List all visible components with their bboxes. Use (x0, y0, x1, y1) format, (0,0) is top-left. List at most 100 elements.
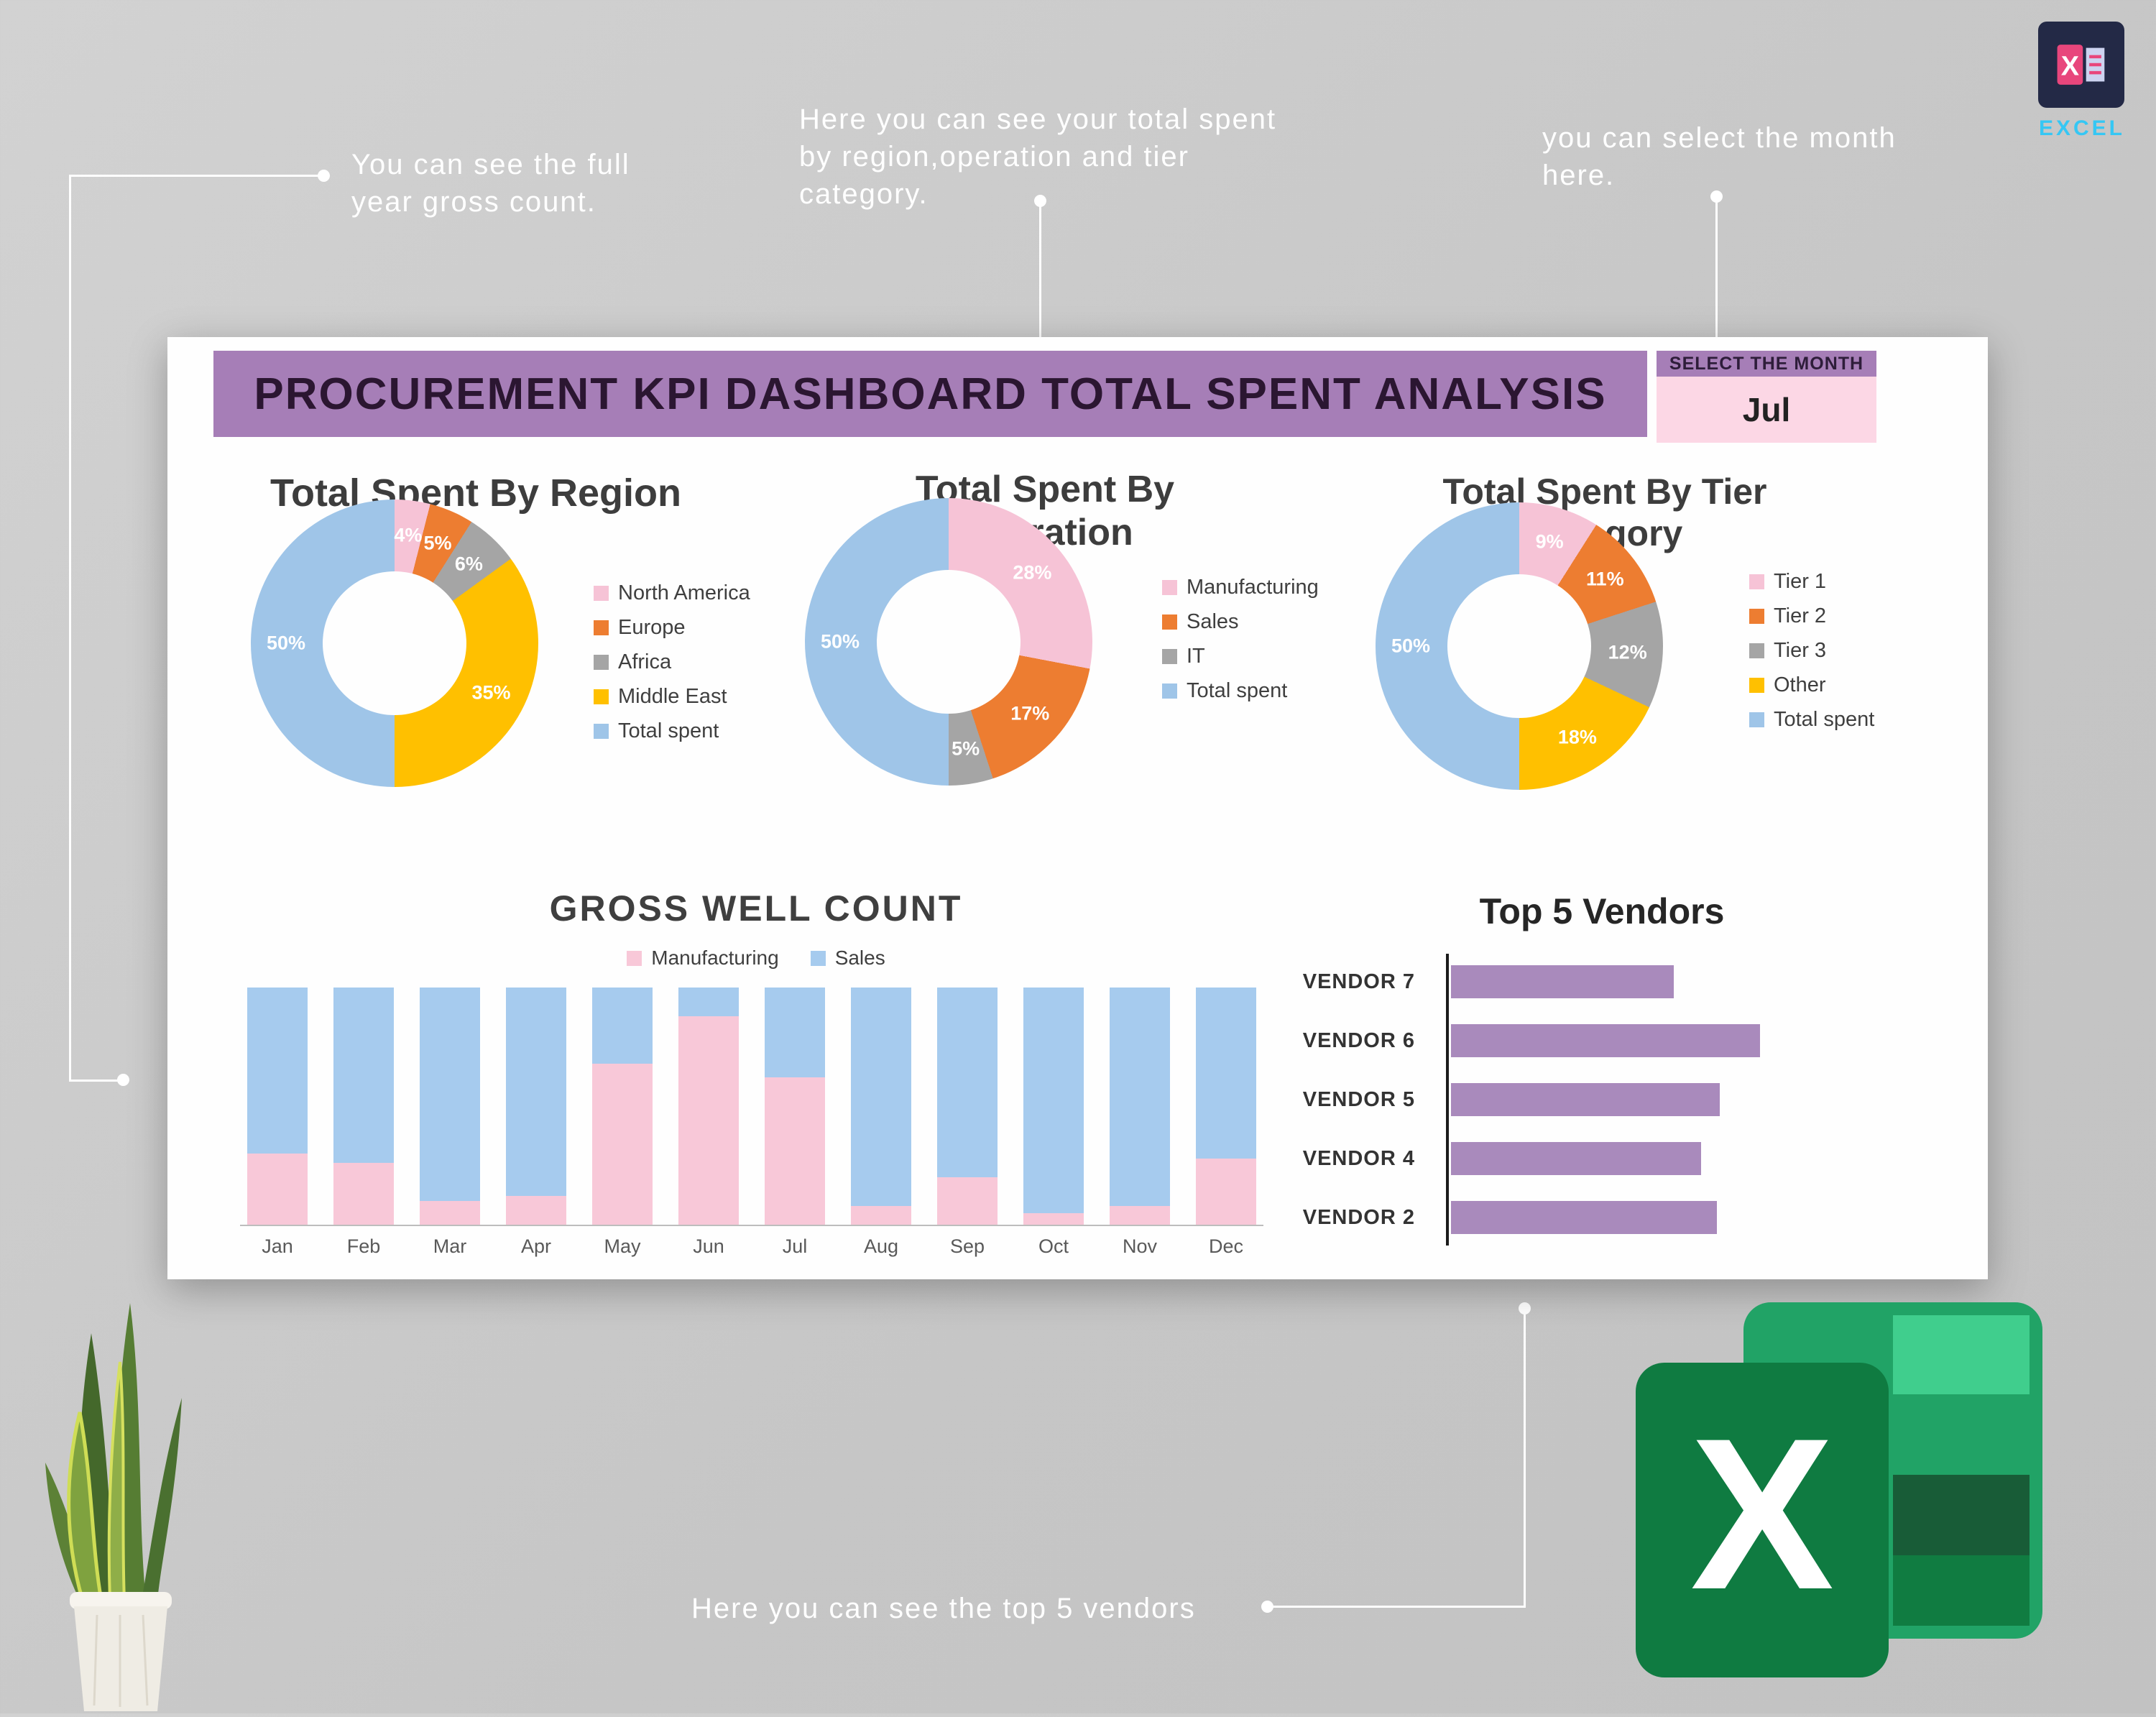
month-selector: SELECT THE MONTH Jul (1657, 351, 1876, 443)
donut-percent-label: 50% (266, 632, 306, 654)
bar-column (851, 988, 911, 1225)
bar-column (1110, 988, 1170, 1225)
bar-segment-manufacturing (592, 1063, 653, 1225)
legend-swatch (1749, 609, 1764, 624)
legend-label: Total spent (1187, 679, 1288, 702)
annotation-vendors: Here you can see the top 5 vendors (691, 1590, 1196, 1627)
excel-icon: X (2038, 22, 2124, 108)
donut-chart-tier: 9% 11% 12% 18% 50% (1376, 502, 1663, 790)
bar-segment-sales (333, 988, 394, 1164)
legend-item: Sales (1162, 610, 1319, 634)
legend-label: Tier 1 (1774, 570, 1827, 593)
annotation-text-line: year gross count. (351, 186, 596, 218)
connector-line (69, 175, 71, 1082)
legend-swatch (594, 586, 609, 601)
legend-label: Sales (1187, 610, 1239, 633)
vendor-bar-track (1451, 1201, 1760, 1234)
legend-label: Manufacturing (1187, 576, 1319, 599)
bar-segment-sales (678, 988, 739, 1016)
plant-illustration (45, 1303, 182, 1711)
month-label: Nov (1122, 1235, 1157, 1257)
excel-badge-label: EXCEL (2038, 116, 2126, 140)
legend-item: Europe (594, 616, 750, 640)
gross-well-count-chart (247, 988, 1256, 1225)
annotation-text-line: you can select the month (1542, 122, 1897, 154)
legend-item: Tier 2 (1749, 604, 1874, 628)
connector-line (1524, 1311, 1526, 1607)
dashboard-title-bar: PROCUREMENT KPI DASHBOARD TOTAL SPENT AN… (213, 351, 1647, 437)
legend-item: Manufacturing (627, 947, 779, 970)
donut-percent-label: 6% (454, 553, 483, 575)
legend-label: Middle East (618, 685, 727, 708)
legend-swatch (1749, 678, 1764, 693)
annotation-text-line: Here you can see your total spent (799, 103, 1277, 135)
bar-column (506, 988, 566, 1225)
bar-segment-sales (765, 988, 825, 1078)
legend-item: Manufacturing (1162, 576, 1319, 599)
bar-segment-manufacturing (1196, 1158, 1256, 1225)
bar-segment-manufacturing (851, 1205, 911, 1225)
bar-segment-sales (1196, 988, 1256, 1159)
bar-segment-sales (1110, 988, 1170, 1206)
vendor-label: VENDOR 4 (1302, 1146, 1415, 1170)
donut-percent-label: 50% (1391, 635, 1431, 657)
vendor-bar (1451, 965, 1674, 998)
vendor-label: VENDOR 6 (1302, 1028, 1415, 1052)
month-label: Dec (1208, 1235, 1243, 1257)
legend-swatch (594, 689, 609, 704)
connector-line (69, 175, 322, 177)
excel-logo-large: X (1636, 1301, 2045, 1681)
legend-item: North America (594, 581, 750, 605)
connector-line (1267, 1606, 1526, 1608)
month-label: May (604, 1235, 641, 1257)
bar-segment-manufacturing (333, 1163, 394, 1225)
vendor-label: VENDOR 7 (1302, 970, 1415, 993)
vendor-label: VENDOR 5 (1302, 1087, 1415, 1111)
legend-item: Total spent (594, 719, 750, 743)
connector-dot (1519, 1302, 1531, 1315)
bar-segment-sales (937, 988, 998, 1177)
donut-hole (877, 570, 1021, 714)
svg-text:X: X (2061, 51, 2079, 81)
dashboard-panel: PROCUREMENT KPI DASHBOARD TOTAL SPENT AN… (167, 337, 1988, 1279)
legend-swatch (1749, 712, 1764, 727)
bar-segment-sales (592, 988, 653, 1064)
donut-percent-label: 5% (423, 532, 452, 554)
legend-swatch (594, 724, 609, 739)
bar-segment-manufacturing (1110, 1205, 1170, 1225)
month-label: Feb (346, 1235, 381, 1257)
vendor-row: VENDOR 6 (1274, 1011, 1760, 1070)
bar-column (765, 988, 825, 1225)
bar-segment-sales (851, 988, 911, 1206)
chart-legend-tier: Tier 1 Tier 2 Tier 3 Other Total spent (1749, 570, 1874, 732)
annotation-text-line: category. (799, 178, 929, 210)
gross-chart-x-axis: Jan Feb Mar Apr May Jun Jul Aug Sep Oct Nov Dec (247, 1235, 1256, 1258)
connector-line (1715, 202, 1718, 339)
month-label: Apr (520, 1235, 552, 1257)
vendor-row: VENDOR 2 (1274, 1188, 1760, 1247)
chart-title-region: Total Spent By Region (270, 471, 681, 515)
legend-label: Tier 2 (1774, 604, 1827, 627)
vendor-bar-track (1451, 1024, 1760, 1057)
legend-label: Africa (618, 650, 672, 673)
legend-label: Manufacturing (651, 947, 779, 969)
donut-percent-label: 12% (1608, 641, 1647, 663)
bar-segment-sales (506, 988, 566, 1197)
gross-chart-legend: Manufacturing Sales (505, 947, 1008, 970)
legend-label: Sales (834, 947, 885, 969)
bar-column (247, 988, 308, 1225)
bar-segment-manufacturing (247, 1154, 308, 1225)
excel-logo-small: X EXCEL (2038, 22, 2126, 141)
vendor-bar-track (1451, 965, 1760, 998)
chart-legend-region: North America Europe Africa Middle East Tota… (594, 581, 750, 743)
excel-logo-glyph: X (1636, 1302, 2042, 1677)
vendor-bar (1451, 1201, 1717, 1234)
connector-dot (1261, 1601, 1273, 1613)
legend-swatch (1162, 683, 1177, 699)
svg-text:X: X (1690, 1393, 1835, 1634)
annotation-gross-count: You can see the full year gross count. (351, 146, 630, 221)
legend-swatch (594, 655, 609, 670)
annotation-total-spent: Here you can see your total spent by reg… (799, 101, 1276, 213)
excel-icon-glyph: X (2057, 45, 2105, 85)
month-selector-value[interactable]: Jul (1657, 377, 1876, 443)
